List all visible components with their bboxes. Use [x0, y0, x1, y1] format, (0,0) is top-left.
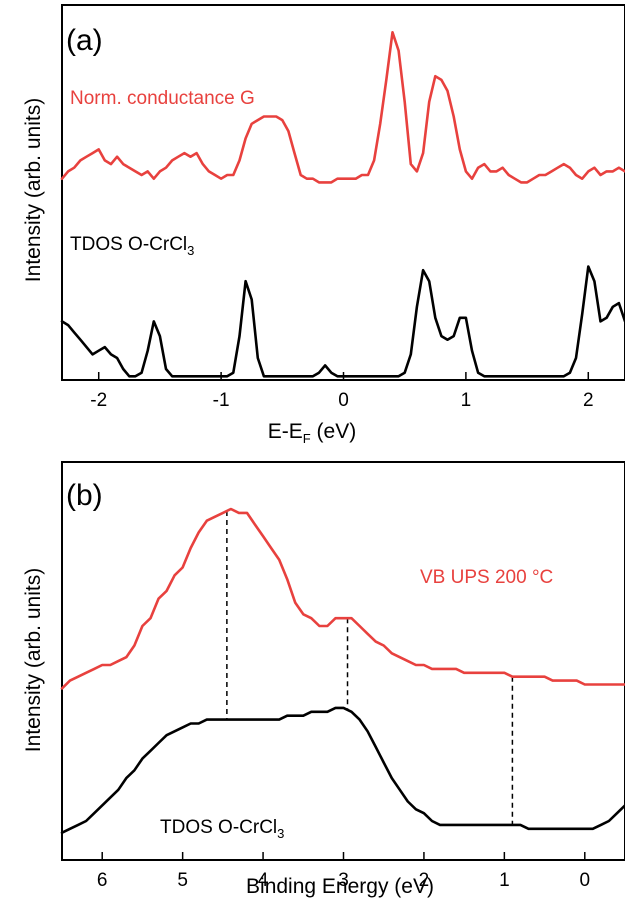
x-tick-label: 2	[419, 870, 430, 891]
panel-a: -2 -1 0 1 2 (a) Norm. conductance G TDOS O-C…	[22, 4, 625, 446]
series-line-2	[60, 706, 625, 835]
annotation-black: TDOS O-CrCl3	[70, 234, 194, 258]
panel-label: (b)	[66, 479, 103, 512]
x-axis-label: E-EF (eV)	[268, 420, 356, 446]
annotation-black-main: TDOS O-CrCl	[160, 817, 277, 838]
series-line-2	[60, 265, 625, 378]
panel-label: (a)	[66, 24, 103, 57]
x-tick-labels: 6 5 4 3 2 1 0	[97, 870, 590, 891]
x-ticks	[101, 852, 586, 860]
x-tick-label: -2	[90, 390, 107, 411]
annotation-black: TDOS O-CrCl3	[160, 817, 284, 841]
plot-frame	[61, 461, 625, 861]
x-tick-label: 0	[338, 390, 349, 411]
x-tick-label: -1	[213, 390, 230, 411]
x-axis-label-tail: (eV)	[311, 420, 357, 443]
series-lines	[60, 30, 625, 378]
x-tick-label: 0	[579, 870, 590, 891]
annotation-black-main: TDOS O-CrCl	[70, 234, 187, 255]
reference-lines	[226, 510, 514, 825]
x-axis-label: Binding Energy (eV)	[246, 875, 434, 898]
x-tick-label: 6	[97, 870, 108, 891]
x-axis-label-main: E-E	[268, 420, 303, 443]
y-axis-label: Intensity (arb. units)	[22, 98, 45, 282]
annotation-black-sub: 3	[187, 243, 194, 258]
x-tick-label: 4	[258, 870, 269, 891]
x-tick-label: 1	[461, 390, 472, 411]
x-tick-label: 1	[499, 870, 510, 891]
x-tick-label: 3	[338, 870, 349, 891]
y-axis-label: Intensity (arb. units)	[22, 568, 45, 752]
annotation-black-sub: 3	[277, 826, 284, 841]
x-tick-labels: -2 -1 0 1 2	[90, 390, 593, 411]
x-tick-label: 2	[583, 390, 594, 411]
annotation-red: Norm. conductance G	[70, 88, 255, 109]
series-line-1	[60, 507, 625, 690]
series-lines	[60, 507, 625, 835]
plot-frame	[61, 4, 625, 381]
x-axis-label-sub: F	[303, 431, 311, 446]
x-tick-label: 5	[177, 870, 188, 891]
annotation-red: VB UPS 200 °C	[420, 567, 553, 588]
series-line-1	[60, 30, 625, 184]
